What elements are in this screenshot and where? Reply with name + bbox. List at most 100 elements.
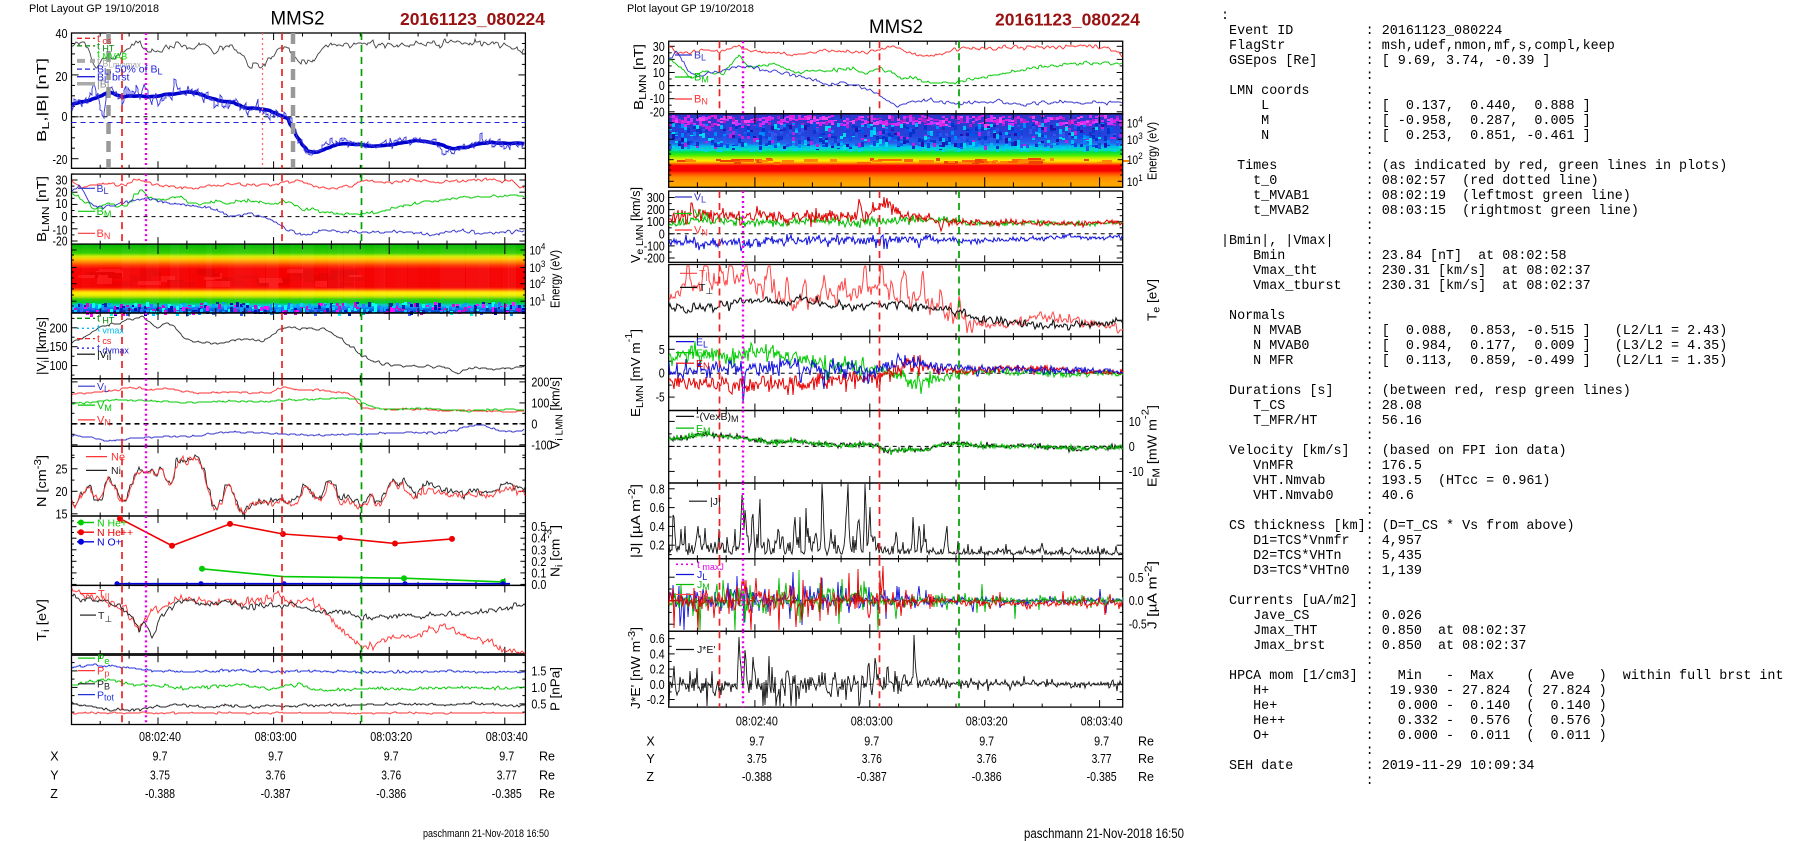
svg-text:BLMN [nT]: BLMN [nT] <box>35 176 52 242</box>
svg-text:3.75: 3.75 <box>747 752 767 766</box>
svg-text:Y: Y <box>646 752 655 766</box>
svg-text:0.5: 0.5 <box>531 520 546 534</box>
svg-text:0.4: 0.4 <box>650 520 665 534</box>
svg-text:15: 15 <box>56 507 68 521</box>
svg-text:150: 150 <box>50 340 68 354</box>
svg-text:1.0: 1.0 <box>531 681 546 695</box>
svg-text:BL: BL <box>97 183 109 196</box>
svg-text:P [nPa]: P [nPa] <box>549 667 563 711</box>
svg-text:-0.2: -0.2 <box>647 693 665 707</box>
svg-text:0.1: 0.1 <box>531 566 546 580</box>
svg-text:3.76: 3.76 <box>977 752 997 766</box>
svg-text:103: 103 <box>529 259 545 275</box>
svg-text:0.6: 0.6 <box>650 501 665 515</box>
svg-text:J*E' [nW m-3]: J*E' [nW m-3] <box>627 627 643 709</box>
svg-text:30: 30 <box>56 174 68 188</box>
svg-text:|Vi|: |Vi| <box>97 349 111 362</box>
svg-text:T⊥: T⊥ <box>699 282 713 296</box>
svg-text:|Vi| [km/s]: |Vi| [km/s] <box>35 317 52 375</box>
svg-text:EL: EL <box>696 336 708 349</box>
svg-text:104: 104 <box>1127 114 1143 130</box>
svg-text:0.0: 0.0 <box>531 578 546 592</box>
svg-text:25: 25 <box>56 462 68 476</box>
svg-text:104: 104 <box>529 242 545 258</box>
svg-text:Re: Re <box>1138 752 1154 766</box>
svg-text:BL brst: BL brst <box>97 71 130 84</box>
svg-text:J*E': J*E' <box>697 644 715 656</box>
svg-text:|J| [µA m-2]: |J| [µA m-2] <box>627 484 643 558</box>
svg-text:BL,|B| [nT]: BL,|B| [nT] <box>35 58 52 142</box>
svg-text:30: 30 <box>653 40 665 54</box>
svg-text:9.7: 9.7 <box>153 750 168 764</box>
svg-text:|B|: |B| <box>97 78 109 90</box>
svg-text:08:03:20: 08:03:20 <box>370 730 412 744</box>
svg-text:PB: PB <box>97 679 110 692</box>
svg-text:VN: VN <box>694 225 708 238</box>
svg-text:0.0: 0.0 <box>650 678 665 692</box>
svg-text:EM: EM <box>696 347 711 360</box>
svg-text:0.8: 0.8 <box>650 482 665 496</box>
svg-text:0.2: 0.2 <box>531 555 546 569</box>
svg-text:0: 0 <box>1129 440 1135 454</box>
svg-text:3.76: 3.76 <box>862 752 882 766</box>
svg-text:-100: -100 <box>644 239 665 253</box>
svg-text:Te [eV]: Te [eV] <box>1146 279 1163 321</box>
svg-text:08:02:40: 08:02:40 <box>736 715 778 729</box>
svg-text:-0.388: -0.388 <box>145 787 175 801</box>
svg-text:t vmax: t vmax <box>97 323 124 336</box>
svg-text:0.5: 0.5 <box>1129 571 1144 585</box>
svg-text:Plot Layout GP 19/10/2018: Plot Layout GP 19/10/2018 <box>29 3 159 15</box>
svg-text:20: 20 <box>56 70 68 84</box>
svg-text:0: 0 <box>62 210 68 224</box>
svg-text:BN: BN <box>97 228 111 241</box>
svg-text:0.4: 0.4 <box>531 532 546 546</box>
svg-text:Ni: Ni <box>111 465 121 477</box>
svg-text:J [µA m-2]: J [µA m-2] <box>1144 561 1160 629</box>
svg-text:0: 0 <box>659 227 665 241</box>
svg-text:-100: -100 <box>531 438 552 452</box>
svg-text:102: 102 <box>1127 151 1143 167</box>
svg-text:100: 100 <box>50 359 68 373</box>
svg-text:3.77: 3.77 <box>497 768 517 782</box>
svg-text:0: 0 <box>659 79 665 93</box>
svg-text:9.7: 9.7 <box>1094 735 1109 749</box>
svg-text:MMS2: MMS2 <box>271 9 325 30</box>
svg-text:10: 10 <box>653 66 665 80</box>
svg-text:20: 20 <box>56 186 68 200</box>
svg-text:1.5: 1.5 <box>531 664 546 678</box>
svg-text:08:03:40: 08:03:40 <box>1081 715 1123 729</box>
svg-text:0.2: 0.2 <box>650 663 665 677</box>
svg-text:0.4: 0.4 <box>650 647 665 661</box>
svg-text:T||: T|| <box>699 268 710 281</box>
svg-text:3.76: 3.76 <box>266 768 286 782</box>
svg-text:08:02:40: 08:02:40 <box>139 730 181 744</box>
svg-text:20: 20 <box>653 53 665 67</box>
svg-text:EM [mW m-2]: EM [mW m-2] <box>1141 405 1163 487</box>
svg-text:EN: EN <box>696 358 710 371</box>
svg-text:t cs: t cs <box>97 333 112 346</box>
svg-text:BL, 50% of BL: BL, 50% of BL <box>97 64 163 77</box>
svg-text:0: 0 <box>62 110 68 124</box>
svg-text:JN: JN <box>697 589 709 602</box>
svg-text:T||: T|| <box>98 588 109 601</box>
svg-text:N O+: N O+ <box>97 537 122 549</box>
svg-text:101: 101 <box>1127 173 1143 189</box>
svg-text:0.5: 0.5 <box>531 697 546 711</box>
svg-text:20: 20 <box>56 485 68 499</box>
svg-text:Ve LMN [km/s]: Ve LMN [km/s] <box>629 187 646 263</box>
svg-text:0: 0 <box>659 367 665 381</box>
svg-text:Plot layout GP 19/10/2018: Plot layout GP 19/10/2018 <box>627 3 754 15</box>
svg-text:BN: BN <box>694 94 708 107</box>
svg-text:0: 0 <box>531 417 537 431</box>
svg-text:200: 200 <box>647 203 665 217</box>
svg-text:Ne: Ne <box>111 451 125 463</box>
svg-text:10: 10 <box>1129 415 1141 429</box>
svg-text:-10: -10 <box>53 224 68 238</box>
svg-text:ELMN [mV m-1]: ELMN [mV m-1] <box>624 329 646 417</box>
svg-text:T⊥: T⊥ <box>98 610 112 624</box>
svg-text:200: 200 <box>531 375 549 389</box>
svg-text:0.6: 0.6 <box>650 632 665 646</box>
svg-text:3.76: 3.76 <box>381 768 401 782</box>
svg-text:20161123_080224: 20161123_080224 <box>400 9 545 29</box>
svg-text:08:03:20: 08:03:20 <box>966 715 1008 729</box>
